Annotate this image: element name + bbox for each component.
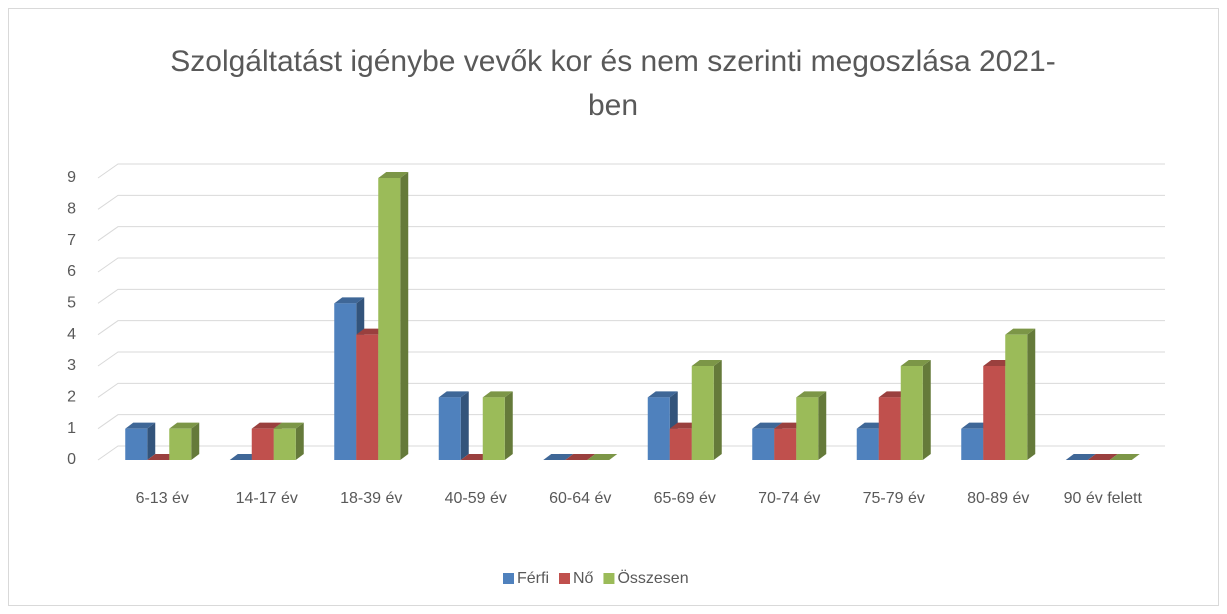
bar (273, 428, 296, 460)
y-tick-label: 9 (67, 169, 76, 186)
bar-top (752, 422, 783, 429)
y-tick-label: 8 (67, 201, 76, 218)
bar (378, 178, 401, 460)
bar-top (796, 391, 827, 398)
legend-label: Összesen (617, 569, 688, 587)
grid-line (97, 320, 1165, 336)
bar-top (334, 297, 365, 304)
bar (752, 428, 775, 460)
bar-top (1005, 328, 1036, 335)
y-tick-label: 0 (67, 451, 76, 468)
x-tick-label: 90 év felett (1063, 490, 1142, 507)
x-tick-label: 70-74 év (758, 490, 821, 507)
bar (878, 397, 901, 460)
bar (774, 428, 797, 460)
legend-label: Férfi (517, 570, 549, 587)
bar-side (147, 422, 156, 460)
bar-side (504, 391, 513, 460)
grid-line (97, 194, 1165, 210)
y-tick-label: 5 (67, 295, 76, 312)
bar-side (922, 360, 931, 460)
x-tick-label: 65-69 év (653, 490, 716, 507)
bar (856, 428, 879, 460)
legend-swatch (503, 573, 514, 584)
grid-line (97, 288, 1165, 304)
x-tick-label: 6-13 év (135, 490, 189, 507)
bar (900, 366, 923, 460)
grid-line (97, 257, 1165, 273)
bar (647, 397, 670, 460)
bar (983, 366, 1006, 460)
bar-top (1065, 454, 1096, 460)
bar-top (273, 422, 304, 429)
bar-side (1027, 328, 1036, 460)
bar-top (691, 360, 722, 366)
bar-top (482, 391, 513, 398)
bar-top (169, 422, 200, 429)
bar (961, 428, 984, 460)
chart-title: Szolgáltatást igénybe vevők kor és nem s… (170, 45, 1056, 122)
bar-top (378, 172, 409, 178)
bar (1005, 334, 1028, 460)
bar-top (125, 422, 156, 429)
bar-top (900, 360, 931, 366)
bar-side (460, 391, 469, 460)
bar-side (295, 422, 304, 460)
bar-side (818, 391, 827, 460)
x-tick-label: 18-39 év (340, 490, 403, 507)
y-tick-label: 6 (67, 263, 76, 280)
bar-top (565, 454, 596, 460)
bar (334, 303, 357, 460)
bar (251, 428, 274, 460)
x-tick-label: 40-59 év (444, 490, 507, 507)
bar-top (1109, 454, 1140, 460)
bar (669, 428, 692, 460)
bar-top (587, 454, 618, 460)
legend-swatch (603, 573, 615, 584)
bar (796, 397, 819, 460)
y-tick-label: 1 (67, 420, 76, 437)
y-tick-label: 4 (67, 326, 76, 343)
grid-line (97, 382, 1165, 398)
grid-line (97, 351, 1165, 367)
bar-top (438, 391, 469, 398)
x-tick-label: 80-89 év (967, 490, 1030, 507)
grid-line (97, 163, 1165, 179)
y-tick-label: 2 (67, 389, 76, 406)
legend-swatch (559, 573, 570, 584)
x-tick-label: 75-79 év (862, 490, 925, 507)
bar (356, 334, 379, 460)
bar-top (251, 422, 282, 429)
bar (125, 428, 148, 460)
bar-side (191, 422, 200, 460)
legend-label: Nő (573, 570, 594, 587)
x-tick-label: 60-64 év (549, 490, 612, 507)
y-tick-label: 7 (67, 232, 76, 249)
chart-border (8, 8, 1219, 606)
bar (691, 366, 714, 460)
bar-side (400, 172, 409, 460)
bar (438, 397, 461, 460)
bar (482, 397, 505, 460)
y-tick-label: 3 (67, 357, 76, 374)
bar-top (543, 454, 574, 460)
bar-top (1087, 454, 1118, 460)
bar (169, 428, 192, 460)
bar-top (647, 391, 678, 398)
bar-side (713, 360, 722, 460)
grid-line (97, 226, 1165, 242)
x-tick-label: 14-17 év (235, 490, 298, 507)
